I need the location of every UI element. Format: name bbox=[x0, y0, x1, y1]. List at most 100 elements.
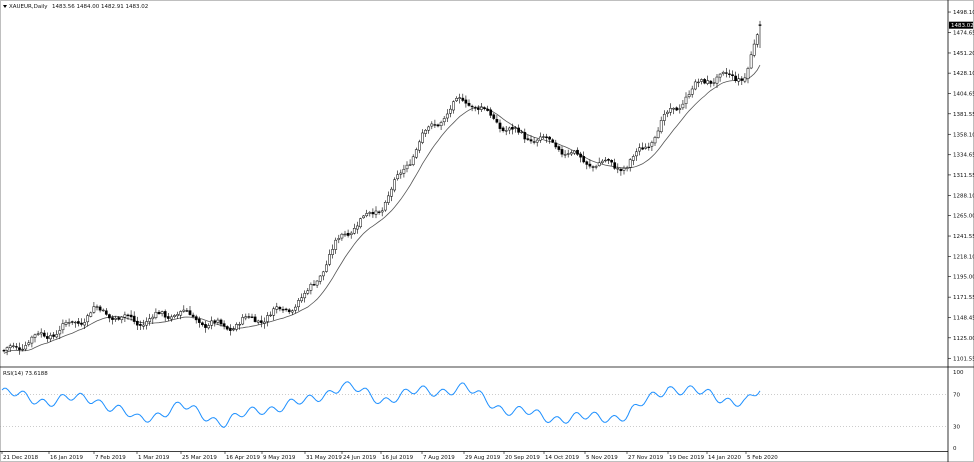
candle-up bbox=[594, 166, 598, 168]
candle-up bbox=[573, 150, 576, 154]
candle-down bbox=[734, 75, 737, 81]
candle-up bbox=[408, 164, 412, 166]
candle-up bbox=[49, 335, 52, 340]
candle-down bbox=[18, 347, 21, 350]
time-tick-label: 9 May 2019 bbox=[263, 455, 296, 461]
candle-up bbox=[430, 123, 434, 127]
candle-down bbox=[228, 328, 232, 331]
rsi-line bbox=[1, 381, 761, 428]
candle-up bbox=[749, 54, 753, 69]
candle-up bbox=[160, 311, 164, 315]
candle-up bbox=[439, 122, 443, 126]
candle-up bbox=[650, 142, 654, 147]
candle-up bbox=[427, 126, 431, 131]
time-tick-label: 31 May 2019 bbox=[306, 455, 342, 461]
candle-up bbox=[569, 152, 573, 155]
candle-down bbox=[740, 78, 744, 81]
candle-down bbox=[591, 166, 595, 168]
candle-down bbox=[213, 320, 217, 323]
candle-up bbox=[604, 159, 607, 162]
candle-up bbox=[306, 290, 310, 294]
candle-down bbox=[201, 322, 204, 326]
time-tick-label: 16 Jul 2019 bbox=[382, 455, 414, 461]
price-tick-label: 1241.55 bbox=[953, 234, 974, 240]
candle-down bbox=[108, 314, 111, 319]
collapse-arrow-icon[interactable] bbox=[3, 5, 7, 8]
candle-up bbox=[337, 238, 341, 240]
candle-up bbox=[644, 146, 648, 149]
candle-down bbox=[613, 162, 617, 169]
candle-down bbox=[104, 310, 108, 315]
candle-down bbox=[560, 149, 564, 155]
candle-up bbox=[256, 320, 260, 323]
candle-up bbox=[321, 271, 325, 277]
rsi-tick-label: 30 bbox=[953, 424, 960, 430]
candle-up bbox=[182, 309, 186, 312]
candle-down bbox=[545, 136, 548, 139]
candle-up bbox=[669, 108, 672, 113]
candle-up bbox=[92, 306, 96, 313]
candle-up bbox=[535, 139, 539, 143]
candle-up bbox=[635, 151, 638, 157]
candle-up bbox=[638, 147, 641, 152]
rsi-tick-label: 70 bbox=[953, 393, 960, 399]
candle-up bbox=[309, 284, 313, 291]
candle-up bbox=[631, 156, 635, 161]
time-tick-label: 16 Jan 2019 bbox=[50, 455, 83, 461]
candle-down bbox=[532, 141, 536, 143]
candle-up bbox=[179, 311, 183, 316]
candle-down bbox=[250, 316, 254, 318]
candle-up bbox=[390, 188, 393, 197]
candle-up bbox=[275, 306, 279, 310]
candle-up bbox=[5, 347, 9, 351]
candle-down bbox=[281, 309, 285, 311]
candle-down bbox=[377, 211, 381, 213]
candle-up bbox=[421, 132, 424, 143]
candle-up bbox=[405, 164, 409, 170]
candle-up bbox=[600, 160, 604, 163]
candle-down bbox=[188, 310, 192, 315]
candle-up bbox=[238, 324, 241, 326]
candle-up bbox=[538, 136, 542, 141]
candle-up bbox=[21, 348, 24, 351]
candle-up bbox=[514, 127, 517, 129]
candle-up bbox=[39, 332, 43, 335]
candle-up bbox=[266, 315, 269, 322]
candle-up bbox=[622, 167, 626, 171]
candle-down bbox=[610, 159, 613, 163]
price-axis-ticks: 1498.10 1474.65 1451.20 1428.10 1404.65 1381.… bbox=[948, 10, 974, 362]
candle-up bbox=[154, 311, 158, 318]
candle-down bbox=[607, 159, 610, 161]
candle-down bbox=[191, 314, 195, 317]
candle-up bbox=[387, 195, 390, 203]
candle-down bbox=[511, 126, 514, 130]
candle-down bbox=[557, 146, 561, 150]
candle-up bbox=[303, 293, 307, 299]
candle-up bbox=[83, 322, 86, 326]
candle-up bbox=[151, 316, 155, 320]
candle-down bbox=[52, 334, 55, 337]
candle-up bbox=[445, 113, 449, 119]
candle-down bbox=[461, 97, 465, 101]
candle-up bbox=[300, 297, 303, 302]
candle-down bbox=[464, 99, 468, 104]
candle-up bbox=[294, 306, 297, 311]
candle-down bbox=[647, 146, 651, 149]
candle-up bbox=[743, 77, 747, 82]
candle-up bbox=[402, 168, 406, 174]
candle-up bbox=[542, 136, 545, 138]
candle-up bbox=[325, 264, 328, 272]
candle-up bbox=[173, 315, 176, 317]
time-tick-label: 16 Apr 2019 bbox=[226, 455, 261, 461]
time-tick-label: 24 Jun 2019 bbox=[343, 455, 377, 461]
candle-up bbox=[61, 323, 65, 331]
candle-up bbox=[73, 321, 77, 324]
candle-up bbox=[687, 94, 691, 97]
candle-down bbox=[371, 212, 375, 215]
candle-up bbox=[715, 76, 719, 84]
candle-up bbox=[64, 321, 68, 325]
candle-up bbox=[718, 73, 722, 78]
